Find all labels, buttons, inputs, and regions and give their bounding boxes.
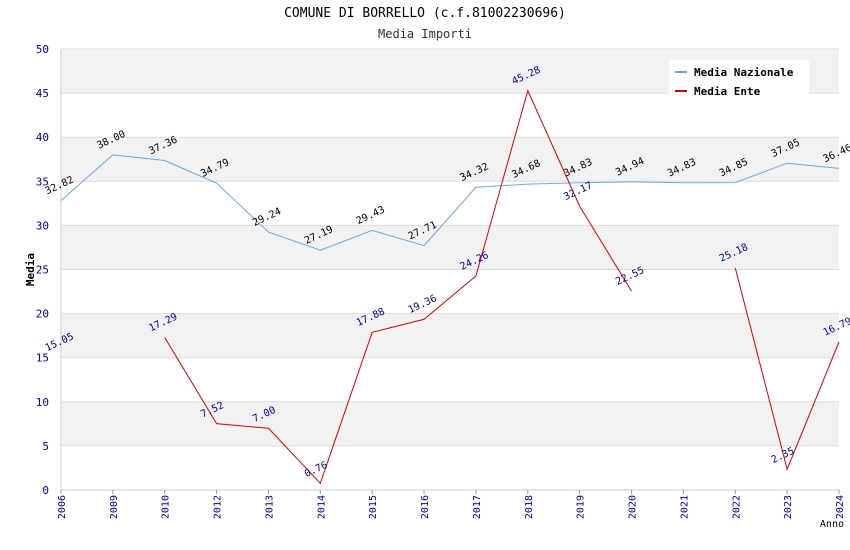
chart-title: COMUNE DI BORRELLO (c.f.81002230696) bbox=[284, 6, 566, 21]
y-tick-label: 45 bbox=[36, 87, 49, 100]
y-tick-label: 5 bbox=[42, 440, 49, 453]
x-tick-label: 2015 bbox=[368, 495, 379, 519]
y-tick-label: 50 bbox=[36, 43, 49, 56]
x-tick-label: 2019 bbox=[576, 495, 587, 519]
y-tick-label: 25 bbox=[36, 264, 49, 277]
x-tick-label: 2006 bbox=[57, 495, 68, 519]
y-tick-label: 30 bbox=[36, 219, 49, 232]
x-tick-label: 2010 bbox=[161, 495, 172, 519]
x-tick-label: 2017 bbox=[472, 495, 483, 519]
legend-entry: Media Nazionale bbox=[694, 66, 794, 79]
legend-box bbox=[669, 60, 809, 96]
chart-subtitle: Media Importi bbox=[378, 27, 472, 41]
x-tick-label: 2023 bbox=[783, 495, 794, 519]
series-line-media-ente bbox=[734, 267, 840, 471]
grid-band bbox=[61, 137, 839, 182]
y-tick-label: 20 bbox=[36, 308, 49, 321]
grid-band bbox=[61, 401, 839, 446]
grid-band bbox=[61, 445, 839, 490]
y-tick-label: 15 bbox=[36, 352, 49, 365]
series-line-media-nazionale bbox=[60, 154, 840, 251]
y-axis-label: Media bbox=[24, 253, 37, 286]
series-line-media-ente bbox=[164, 89, 632, 485]
x-tick-label: 2018 bbox=[524, 495, 535, 519]
y-tick-label: 10 bbox=[36, 396, 49, 409]
grid-band bbox=[61, 357, 839, 402]
x-tick-label: 2009 bbox=[109, 495, 120, 519]
x-tick-label: 2013 bbox=[264, 495, 275, 519]
grid-band bbox=[61, 225, 839, 270]
y-tick-label: 40 bbox=[36, 131, 49, 144]
x-axis-label: Anno bbox=[820, 519, 844, 530]
x-tick-label: 2016 bbox=[420, 495, 431, 519]
x-tick-label: 2024 bbox=[835, 495, 846, 519]
grid-band bbox=[61, 313, 839, 358]
x-tick-label: 2014 bbox=[316, 495, 327, 519]
grid-band bbox=[61, 269, 839, 314]
x-tick-label: 2021 bbox=[679, 495, 690, 519]
x-tick-label: 2022 bbox=[731, 495, 742, 519]
x-tick-label: 2020 bbox=[628, 495, 639, 519]
x-tick-label: 2012 bbox=[213, 495, 224, 519]
grid-band bbox=[61, 93, 839, 138]
grid-band bbox=[61, 181, 839, 226]
y-tick-label: 0 bbox=[42, 484, 49, 497]
legend-entry: Media Ente bbox=[694, 85, 761, 98]
y-tick-label: 35 bbox=[36, 175, 49, 188]
